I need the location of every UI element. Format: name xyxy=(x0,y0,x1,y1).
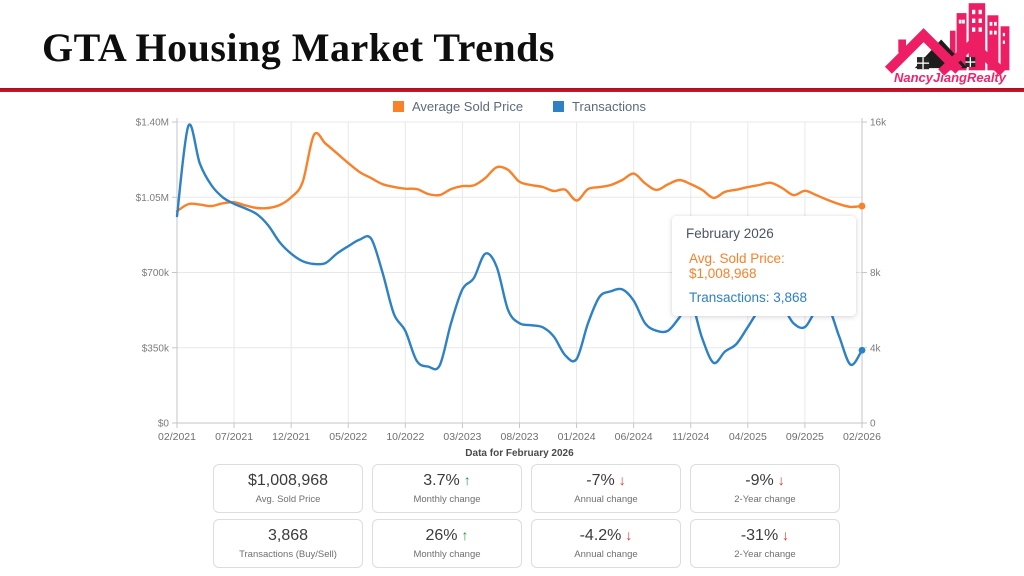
stat-value: 3,868 xyxy=(267,527,309,545)
stat-label: 2-Year change xyxy=(734,548,796,560)
down-arrow-icon: ↓ xyxy=(777,472,785,489)
transactions-series-swatch-icon xyxy=(553,101,565,112)
legend-item-transactions[interactable]: Transactions xyxy=(553,99,646,114)
legend-item-average-sold-price[interactable]: Average Sold Price xyxy=(393,99,523,114)
stat-label: Transactions (Buy/Sell) xyxy=(239,548,337,560)
up-arrow-icon: ↑ xyxy=(461,527,469,544)
stat-label: 2-Year change xyxy=(734,493,796,505)
stat-label: Monthly change xyxy=(413,493,481,505)
down-arrow-icon: ↓ xyxy=(625,527,633,544)
stat-value: 3.7% xyxy=(423,472,460,490)
data-period-note: Data for February 2026 xyxy=(465,448,574,459)
x-axis-label: 02/2026 xyxy=(843,431,881,443)
stat-value: -4.2% xyxy=(579,527,622,545)
x-axis-label: 05/2022 xyxy=(329,431,367,443)
x-axis-label: 11/2024 xyxy=(672,431,709,443)
tooltip-month: February 2026 xyxy=(686,226,774,241)
price-series-label: Average Sold Price xyxy=(412,99,524,114)
y-right-label: 0 xyxy=(870,419,876,430)
y-left-label: $350k xyxy=(142,343,170,354)
y-left-label: $700k xyxy=(142,268,170,279)
stat-card-price-two-year-change: -9% ↓ 2-Year change xyxy=(690,464,840,513)
stat-value: -31% xyxy=(740,527,779,545)
y-right-label: 8k xyxy=(870,268,882,279)
x-axis-label: 02/2021 xyxy=(158,431,196,443)
down-arrow-icon: ↓ xyxy=(782,527,790,544)
realty-houses-icon xyxy=(884,3,1010,76)
x-axis-label: 06/2024 xyxy=(615,431,653,443)
tooltip-avg-price: Avg. Sold Price: $1,008,968 xyxy=(689,251,785,281)
x-axis-label: 12/2021 xyxy=(272,431,310,443)
x-axis-label: 08/2023 xyxy=(501,431,539,443)
stat-label: Monthly change xyxy=(413,548,481,560)
y-left-label: $1.05M xyxy=(136,193,169,204)
stat-value: 26% xyxy=(425,527,458,545)
transactions-line xyxy=(175,123,864,371)
stat-label: Annual change xyxy=(574,548,638,560)
chart-tooltip: February 2026 Avg. Sold Price: $1,008,96… xyxy=(672,216,856,316)
stat-value: -7% xyxy=(586,472,615,490)
y-left-label: $1.40M xyxy=(136,118,169,129)
y-left-label: $0 xyxy=(158,419,170,430)
transactions-endpoint-marker xyxy=(858,346,866,354)
tooltip-transactions: Transactions: 3,868 xyxy=(689,290,808,305)
stat-card-txn-two-year-change: -31% ↓ 2-Year change xyxy=(690,519,840,568)
x-axis-label: 09/2025 xyxy=(786,431,824,443)
x-axis-label: 10/2022 xyxy=(386,431,424,443)
page-title: GTA Housing Market Trends xyxy=(42,25,555,70)
x-axis-label: 04/2025 xyxy=(729,431,767,443)
stat-card-avg-price: $1,008,968 Avg. Sold Price xyxy=(213,464,363,513)
transactions-series-label: Transactions xyxy=(572,99,646,114)
stat-label: Annual change xyxy=(574,493,638,505)
header-divider xyxy=(0,88,1024,92)
stat-card-txn-annual-change: -4.2% ↓ Annual change xyxy=(531,519,681,568)
stats-grid: $1,008,968 Avg. Sold Price 3.7% ↑ Monthly… xyxy=(213,464,840,568)
x-axis-label: 07/2021 xyxy=(215,431,253,443)
y-right-label: 4k xyxy=(870,343,882,354)
x-axis-label: 03/2023 xyxy=(443,431,481,443)
stat-value: $1,008,968 xyxy=(247,472,329,490)
up-arrow-icon: ↑ xyxy=(463,472,471,489)
down-arrow-icon: ↓ xyxy=(618,472,626,489)
stat-card-price-monthly-change: 3.7% ↑ Monthly change xyxy=(372,464,522,513)
y-right-label: 16k xyxy=(870,118,887,129)
price-endpoint-marker xyxy=(858,202,866,210)
stat-value: -9% xyxy=(745,472,774,490)
x-axis-label: 01/2024 xyxy=(558,431,596,443)
price-series-swatch-icon xyxy=(393,101,404,112)
stat-label: Avg. Sold Price xyxy=(255,493,321,505)
brand-name: NancyJiangRealty xyxy=(894,70,1006,85)
brand-logo: NancyJiangRealty xyxy=(884,2,1016,88)
chart-legend: Average Sold Price Transactions xyxy=(177,99,862,114)
stat-card-price-annual-change: -7% ↓ Annual change xyxy=(531,464,681,513)
stat-card-txn-monthly-change: 26% ↑ Monthly change xyxy=(372,519,522,568)
stat-card-transactions: 3,868 Transactions (Buy/Sell) xyxy=(213,519,363,568)
price-line xyxy=(175,131,864,213)
